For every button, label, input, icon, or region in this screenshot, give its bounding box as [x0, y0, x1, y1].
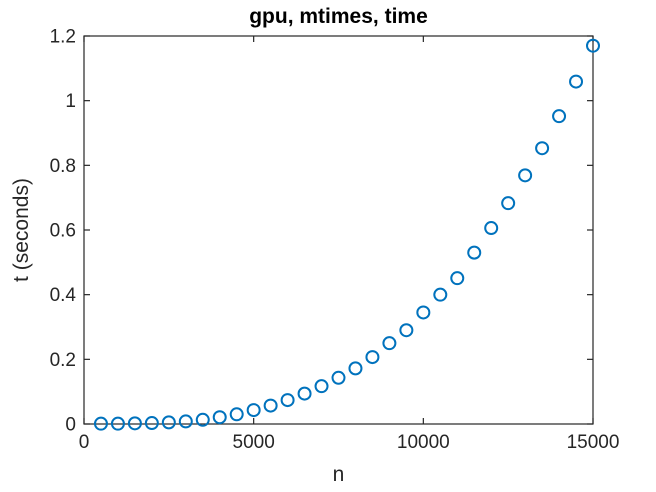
data-point [416, 305, 431, 320]
y-tick-label: 0.6 [50, 221, 76, 242]
data-point [518, 168, 533, 183]
data-point [246, 403, 261, 418]
data-point [552, 109, 567, 124]
y-tick-label: 0 [65, 415, 76, 436]
data-point [314, 379, 329, 394]
data-point [382, 336, 397, 351]
data-point [144, 416, 159, 431]
data-point [433, 287, 448, 302]
data-point [331, 370, 346, 385]
data-point [263, 398, 278, 413]
data-point [484, 221, 499, 236]
data-point [161, 415, 176, 430]
data-point [93, 416, 108, 431]
plot-title: gpu, mtimes, time [249, 5, 428, 28]
y-tick-label: 0.8 [50, 156, 76, 177]
plot-box [83, 35, 594, 425]
data-point [535, 141, 550, 156]
data-point [110, 416, 125, 431]
x-tick-label: 15000 [567, 432, 620, 453]
data-point [569, 74, 584, 89]
data-point [586, 38, 600, 53]
y-tick-label: 1 [65, 91, 76, 112]
data-point [467, 245, 482, 260]
data-point [280, 393, 295, 408]
y-axis-label: t (seconds) [10, 178, 33, 282]
y-tick-label: 0.4 [50, 285, 77, 306]
x-axis-label: n [332, 463, 345, 486]
data-point [178, 414, 193, 429]
data-point [399, 323, 414, 338]
data-point [229, 407, 244, 422]
x-tick-label: 10000 [397, 432, 450, 453]
data-point [348, 361, 363, 376]
data-point [501, 196, 516, 211]
data-point [127, 416, 142, 431]
x-tick-label: 5000 [233, 432, 275, 453]
x-tick-label: 0 [79, 432, 90, 453]
data-point [212, 410, 227, 425]
data-point [195, 412, 210, 427]
data-point [365, 350, 380, 365]
data-point [450, 271, 465, 286]
y-tick-label: 0.2 [50, 350, 76, 371]
data-point [297, 386, 312, 401]
y-tick-label: 1.2 [50, 27, 76, 48]
